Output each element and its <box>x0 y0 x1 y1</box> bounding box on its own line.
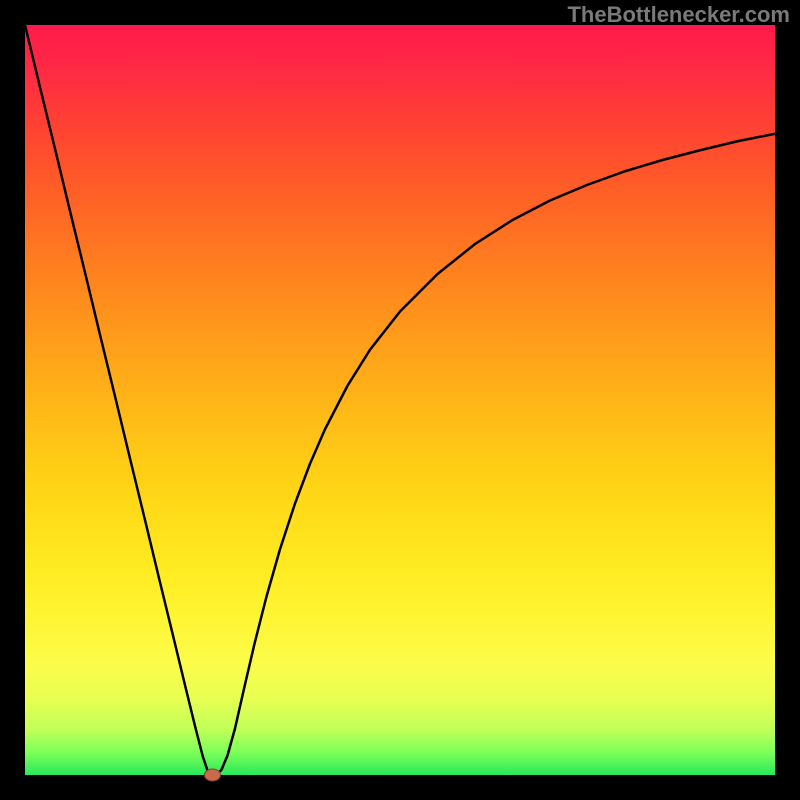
plot-background <box>25 25 775 775</box>
bottleneck-chart <box>0 0 800 800</box>
watermark-text: TheBottlenecker.com <box>567 2 790 28</box>
chart-frame: TheBottlenecker.com <box>0 0 800 800</box>
optimal-point-marker <box>205 769 221 781</box>
